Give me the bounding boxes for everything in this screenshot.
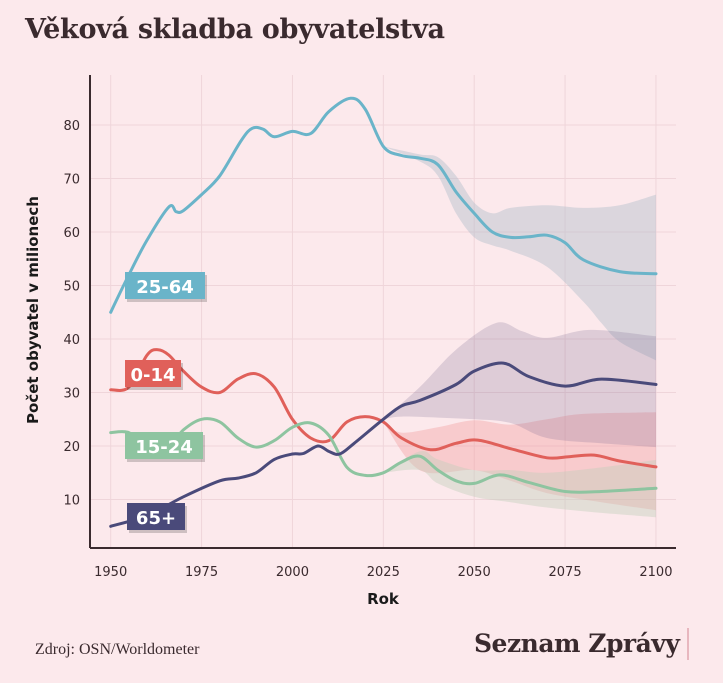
y-tick-label: 70 (63, 173, 80, 188)
series-label-0-14: 0-14 (125, 360, 183, 390)
y-tick-labels: 10 20 30 40 50 60 70 80 (63, 119, 80, 509)
series-label-15-24: 15-24 (125, 432, 205, 462)
series-line-15-24 (109, 417, 658, 494)
series-lines (109, 96, 658, 528)
chart-title: Věková skladba obyvatelstva (25, 14, 445, 45)
series-label-text: 25-64 (136, 277, 194, 298)
series-label-text: 15-24 (135, 437, 193, 458)
series-label-text: 65+ (136, 508, 176, 529)
y-tick-label: 80 (63, 119, 80, 134)
series-label-25-64: 25-64 (125, 272, 207, 302)
y-tick-label: 30 (63, 387, 80, 402)
x-tick-label: 2075 (549, 565, 582, 580)
x-tick-label: 1975 (185, 565, 218, 580)
brand-logo: Seznam Zprávy (474, 628, 690, 660)
series-labels: 25-64 0-14 15-24 65+ (125, 272, 207, 533)
y-tick-label: 60 (63, 226, 80, 241)
x-tick-label: 2100 (639, 565, 672, 580)
x-tick-labels: 1950 1975 2000 2025 2050 2075 2100 (94, 565, 672, 580)
y-tick-label: 40 (63, 333, 80, 348)
band-25-64 (383, 146, 656, 361)
x-axis-title: Rok (367, 590, 400, 608)
band-15-24 (383, 450, 656, 518)
x-tick-label: 2050 (458, 565, 491, 580)
uncertainty-bands (383, 146, 656, 518)
x-tick-label: 2025 (367, 565, 400, 580)
series-label-65+: 65+ (127, 503, 187, 533)
y-tick-label: 10 (63, 494, 80, 509)
band-65+ (383, 322, 656, 448)
band-0-14 (383, 412, 656, 511)
x-tick-label: 2000 (276, 565, 309, 580)
x-tick-label: 1950 (94, 565, 127, 580)
source-note: Zdroj: OSN/Worldometer (35, 641, 200, 658)
series-label-text: 0-14 (130, 365, 175, 386)
series-line-25-64 (109, 96, 658, 314)
y-tick-label: 50 (63, 280, 80, 295)
y-axis-title: Počet obyvatel v milionech (24, 196, 42, 424)
y-tick-label: 20 (63, 440, 80, 455)
series-line-65+ (109, 361, 658, 528)
series-line-0-14 (109, 348, 658, 469)
